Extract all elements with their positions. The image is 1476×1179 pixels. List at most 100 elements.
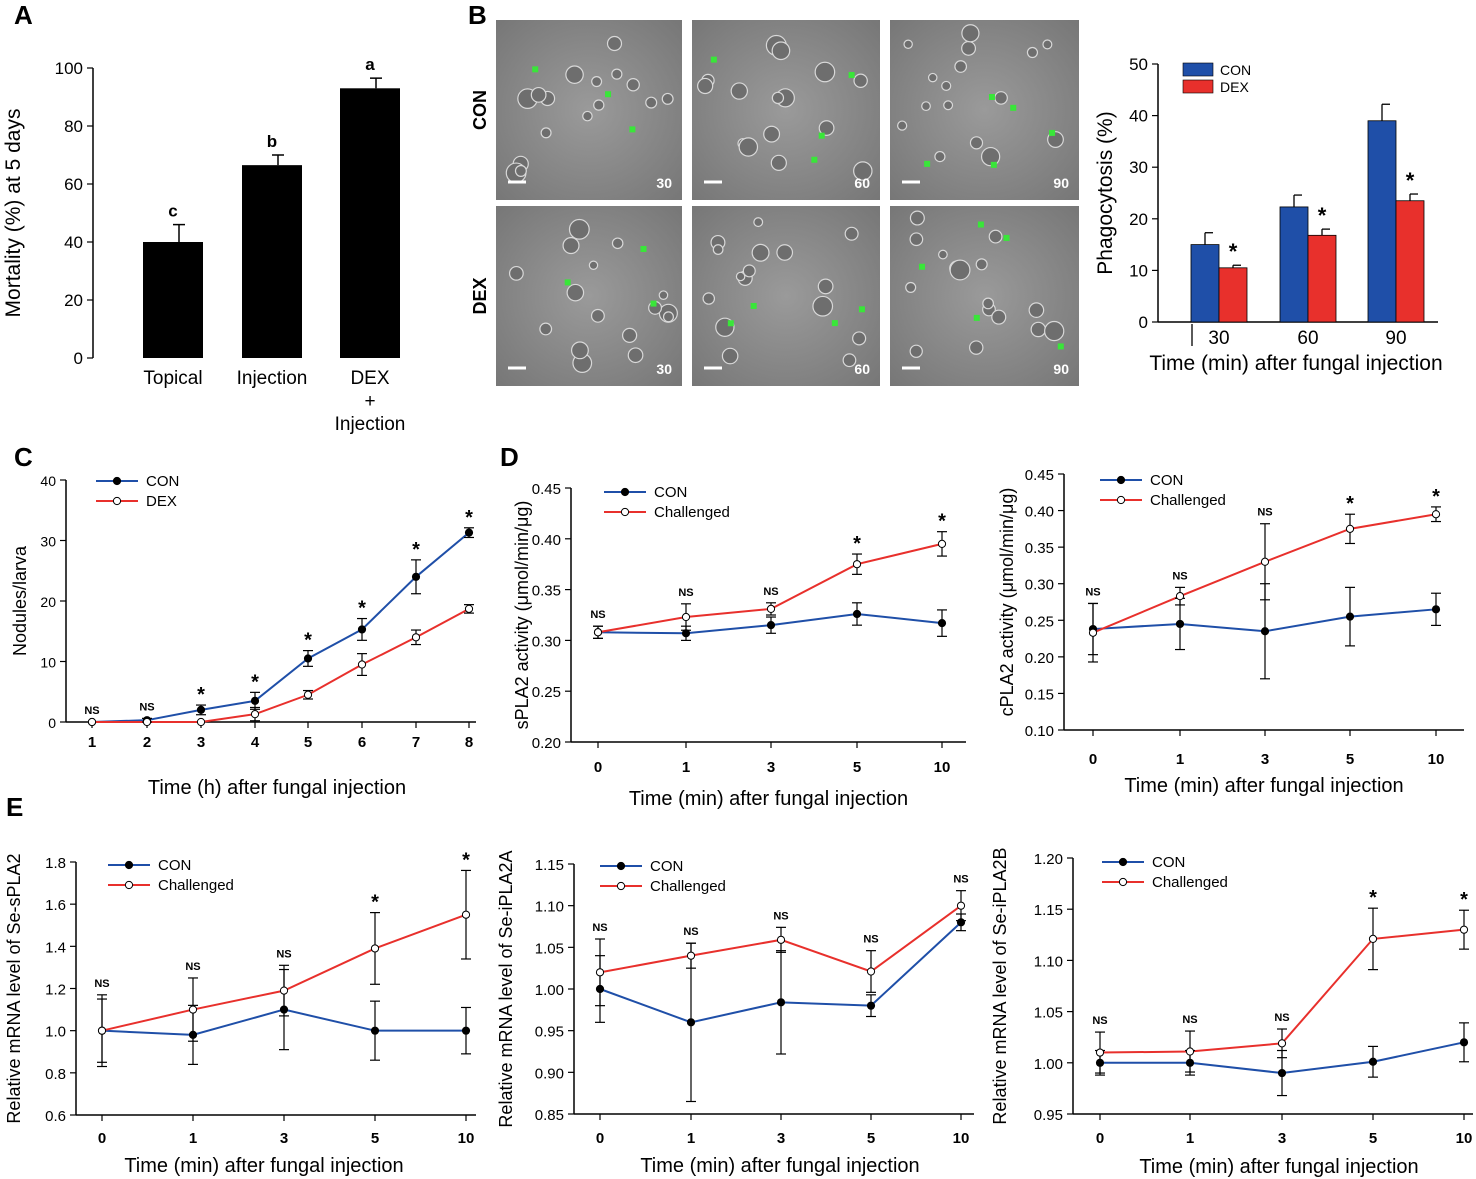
significance-mark: NS: [1274, 1012, 1289, 1024]
significance-mark: NS: [94, 978, 109, 990]
micrograph-time-label: 30: [656, 175, 672, 191]
y-tick-label: 1.15: [535, 857, 564, 874]
hemocyte: [712, 244, 724, 255]
data-point: [1345, 524, 1355, 533]
significance-mark: NS: [185, 961, 200, 973]
data-point: [464, 528, 474, 537]
y-tick-label: 1.2: [45, 982, 66, 999]
significance-mark: *: [1346, 493, 1354, 515]
x-tick-label: 30: [1208, 328, 1229, 349]
hemocyte: [934, 150, 946, 163]
x-tick-label: 60: [1297, 328, 1318, 349]
hemocyte: [658, 290, 669, 300]
x-tick-label: 0: [1089, 751, 1097, 768]
data-point: [1175, 592, 1185, 601]
hemocyte: [938, 249, 948, 260]
hemocyte: [606, 35, 623, 52]
x-tick-label: 2: [143, 734, 151, 751]
hemocyte: [751, 243, 770, 262]
y-tick-label: 1.05: [535, 940, 564, 957]
bead: [1057, 343, 1064, 350]
significance-mark: NS: [773, 910, 788, 922]
x-tick-label: 1: [682, 759, 690, 776]
y-tick-label: 0.85: [535, 1107, 564, 1124]
chart-E1: 0.6 0.8 1.0 1.2 1.4 1.6 1.8 0 1 3 5 10 Time (min) af…: [4, 849, 476, 1177]
chart-C: 0 10 20 30 40 1 2 3 4 5 6 7 8 Time (h) after fungal i…: [10, 473, 476, 799]
legend-label: Challenged: [654, 504, 730, 521]
hemocyte: [943, 100, 954, 111]
legend-marker: [616, 881, 626, 891]
x-tick-label: 1: [1186, 1130, 1194, 1147]
bead: [858, 306, 865, 313]
legend-marker: [1118, 857, 1128, 867]
hemocyte: [1030, 321, 1047, 338]
data-point: [250, 710, 260, 719]
hemocyte: [508, 265, 524, 281]
data-point: [937, 539, 947, 548]
x-tick-label: 0: [594, 759, 602, 776]
data-point: [279, 986, 289, 995]
bar-dex: [1218, 267, 1248, 323]
y-tick-label: 0.8: [45, 1066, 66, 1083]
series-line-con: [91, 531, 470, 723]
significance-mark: *: [1318, 203, 1327, 228]
hemocyte: [565, 65, 584, 84]
hemocyte: [991, 309, 1007, 325]
legend-marker: [620, 487, 630, 497]
hemocyte: [662, 311, 674, 323]
chart-A: 0 20 40 60 80 100 Mortality (%) at 5 days c Topi…: [2, 55, 405, 435]
hemocyte: [540, 127, 552, 139]
hemocyte: [927, 72, 938, 83]
bead: [629, 126, 636, 133]
hemocyte: [1028, 302, 1045, 318]
legend-swatch-dex: [1182, 79, 1214, 94]
y-tick-label: 0: [1139, 313, 1148, 332]
hemocyte: [812, 295, 834, 317]
x-tick-label: 1: [189, 1130, 197, 1147]
legend-marker: [620, 507, 630, 517]
micrograph-time-label: 60: [854, 361, 870, 377]
y-axis-title: Relative mRNA level of Se-sPLA2: [4, 853, 24, 1123]
data-point: [97, 1026, 107, 1035]
data-point: [411, 633, 421, 642]
data-point: [866, 967, 876, 976]
hemocyte: [909, 344, 923, 358]
legend-marker: [112, 476, 122, 486]
hemocyte: [771, 91, 785, 105]
data-point: [1088, 628, 1098, 637]
micrograph-row-label: CON: [470, 90, 490, 130]
y-tick-label: 0.40: [1025, 504, 1054, 521]
data-point: [411, 572, 421, 581]
significance-mark: NS: [590, 609, 605, 621]
hemocyte: [735, 271, 746, 282]
legend-marker: [124, 860, 134, 870]
data-point: [357, 625, 367, 634]
micrograph-time-label: 30: [656, 361, 672, 377]
hemocyte: [954, 60, 968, 73]
y-tick-label: 1.20: [1034, 851, 1063, 868]
chart-D2: 0.10 0.15 0.20 0.25 0.30 0.35 0.40 0.45 0 1 3 5 10 Ti…: [997, 467, 1464, 797]
hemocyte: [909, 210, 925, 226]
chart-D1: 0.20 0.25 0.30 0.35 0.40 0.45 0 1 3 5 10 Time (min)…: [512, 481, 966, 810]
bead: [973, 314, 980, 321]
x-tick-label: 3: [1261, 751, 1269, 768]
bead: [532, 66, 539, 73]
category-label: Topical: [143, 368, 202, 389]
data-point: [188, 1005, 198, 1014]
significance-mark: NS: [683, 926, 698, 938]
hemocyte: [852, 331, 867, 346]
legend-label: CON: [654, 484, 687, 501]
micrograph-image: [496, 20, 682, 200]
x-tick-label: 5: [1346, 751, 1354, 768]
significance-mark: *: [358, 598, 366, 620]
hemocyte: [988, 229, 1003, 244]
chart-E2: 0.85 0.90 0.95 1.00 1.05 1.10 1.15 0 1 3 5 10 Time (…: [496, 850, 974, 1177]
hemocyte: [853, 73, 868, 88]
y-tick-label: 0.6: [45, 1108, 66, 1125]
category-label: Injection: [335, 414, 406, 435]
y-axis-title: cPLA2 activity (μmol/min/μg): [997, 488, 1017, 717]
x-axis-title: Time (min) after fungal injection: [1149, 352, 1442, 375]
hemocyte: [702, 292, 716, 305]
data-point: [1459, 1038, 1469, 1047]
y-tick-label: 20: [64, 291, 83, 310]
